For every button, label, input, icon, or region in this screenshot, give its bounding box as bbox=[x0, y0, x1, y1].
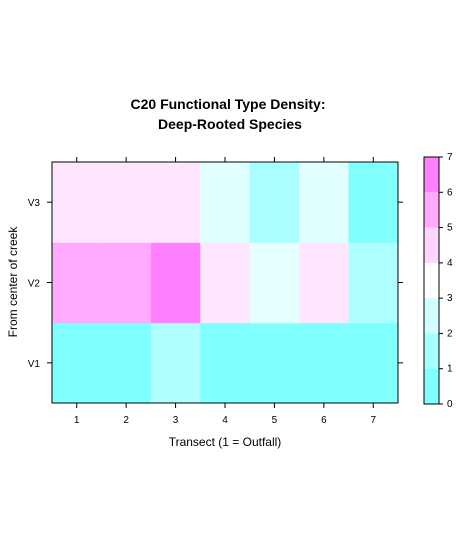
heatmap-cell-V2-7 bbox=[348, 242, 399, 324]
heatmap-cell-V2-1 bbox=[52, 242, 102, 324]
x-tick-label: 6 bbox=[321, 415, 327, 426]
color-key-frame bbox=[423, 156, 440, 405]
color-key-tick-label: 4 bbox=[447, 258, 453, 269]
heatmap-cell-V3-5 bbox=[249, 162, 300, 243]
color-key: 0 1 2 3 4 5 6 7 bbox=[423, 152, 453, 410]
heatmap-cell-V2-2 bbox=[101, 242, 152, 324]
y-tick-label: V3 bbox=[28, 198, 41, 209]
x-axis-label: Transect (1 = Outfall) bbox=[169, 435, 282, 449]
color-key-band bbox=[424, 157, 439, 193]
heatmap-cells bbox=[52, 162, 399, 404]
color-key-tick-label: 5 bbox=[447, 223, 453, 234]
y-tick-label: V2 bbox=[28, 279, 41, 290]
color-key-band bbox=[424, 227, 439, 263]
color-key-band bbox=[424, 368, 439, 404]
chart-title-line-1: C20 Functional Type Density: bbox=[131, 96, 326, 112]
x-tick-label: 3 bbox=[173, 415, 179, 426]
heatmap-cell-V1-7 bbox=[348, 322, 399, 404]
heatmap-cell-V3-3 bbox=[150, 162, 201, 243]
color-key-tick-label: 2 bbox=[447, 328, 453, 339]
heatmap-cell-V3-2 bbox=[101, 162, 152, 243]
heatmap-cell-V1-5 bbox=[249, 322, 300, 404]
heatmap-cell-V2-3 bbox=[150, 242, 201, 324]
color-key-band bbox=[424, 298, 439, 334]
heatmap-cell-V2-6 bbox=[299, 242, 350, 324]
color-key-band bbox=[424, 192, 439, 228]
heatmap-cell-V3-6 bbox=[299, 162, 350, 243]
heatmap-cell-V3-1 bbox=[52, 162, 102, 243]
x-tick-label: 4 bbox=[222, 415, 228, 426]
color-key-band bbox=[424, 333, 439, 369]
heatmap-cell-V1-6 bbox=[299, 322, 350, 404]
color-key-tick-label: 3 bbox=[447, 293, 453, 304]
color-key-tick-label: 6 bbox=[447, 187, 453, 198]
color-key-tick-label: 1 bbox=[447, 364, 453, 375]
heatmap-cell-V3-4 bbox=[200, 162, 251, 243]
x-tick-label: 2 bbox=[123, 415, 129, 426]
color-key-tick-label: 0 bbox=[447, 399, 453, 410]
x-tick-label: 7 bbox=[371, 415, 377, 426]
x-tick-label: 5 bbox=[272, 415, 278, 426]
axes: 1 2 3 4 5 6 7 V1 V2 V3 bbox=[28, 157, 403, 426]
heatmap-cell-V1-2 bbox=[101, 322, 152, 404]
heatmap-cell-V3-7 bbox=[348, 162, 399, 243]
color-key-band bbox=[424, 262, 439, 299]
heatmap-cell-V2-4 bbox=[200, 242, 251, 324]
heatmap-cell-V1-4 bbox=[200, 322, 251, 404]
x-tick-label: 1 bbox=[74, 415, 80, 426]
color-key-tick-label: 7 bbox=[447, 152, 453, 163]
y-axis-label: From center of creek bbox=[6, 226, 20, 338]
heatmap-cell-V1-3 bbox=[150, 322, 201, 404]
heatmap-cell-V1-1 bbox=[52, 322, 102, 404]
heatmap-cell-V2-5 bbox=[249, 242, 300, 324]
chart-title-line-2: Deep-Rooted Species bbox=[158, 116, 302, 132]
y-tick-label: V1 bbox=[28, 359, 41, 370]
